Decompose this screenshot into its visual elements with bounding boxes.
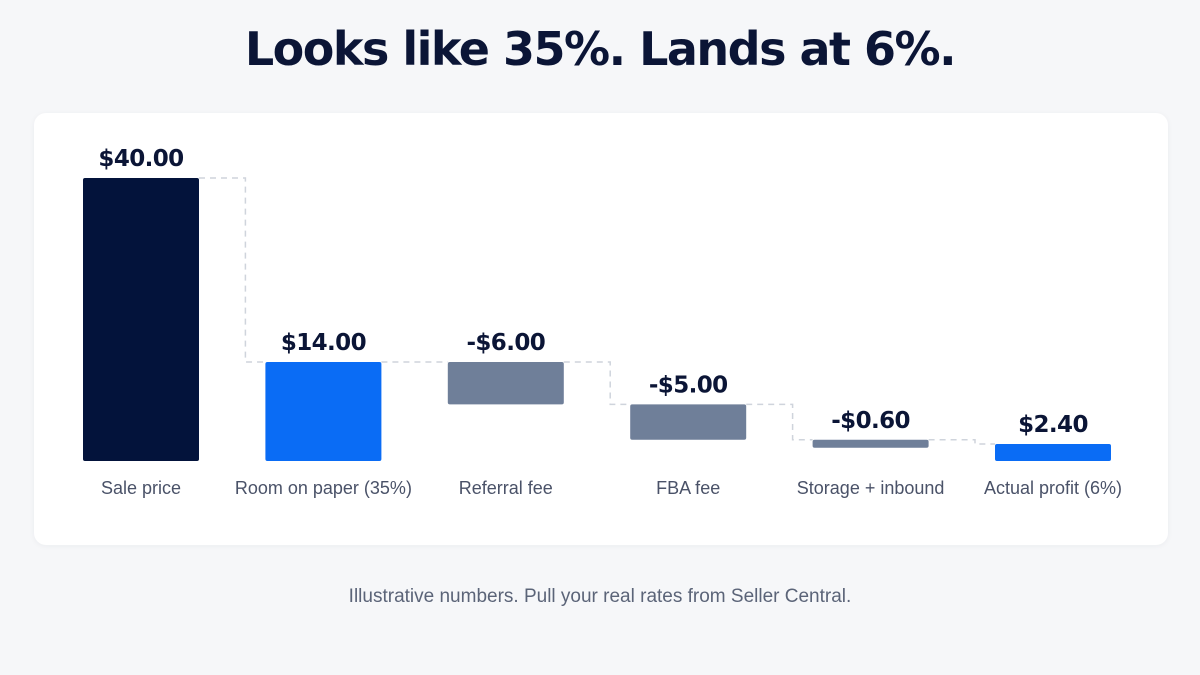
value-label-1: $14.00 bbox=[281, 330, 366, 356]
waterfall-chart: $40.00 $14.00 -$6.00 -$5.00 -$0.60 $2.40 Sale… bbox=[83, 146, 1122, 498]
value-label-5: $2.40 bbox=[1018, 412, 1088, 438]
category-label-1: Room on paper (35%) bbox=[235, 478, 412, 498]
bars-group bbox=[83, 178, 1111, 461]
value-label-3: -$5.00 bbox=[649, 372, 728, 398]
bar-1 bbox=[265, 361, 382, 461]
value-label-2: -$6.00 bbox=[466, 330, 545, 356]
bar-0 bbox=[83, 178, 199, 461]
bar-2 bbox=[447, 361, 564, 405]
connector-3 bbox=[746, 403, 813, 441]
chart-title: Looks like 35%. Lands at 6%. bbox=[244, 22, 957, 76]
category-label-0: Sale price bbox=[101, 478, 181, 498]
connector-0 bbox=[199, 177, 266, 363]
bar-4 bbox=[812, 439, 929, 448]
bar-3 bbox=[630, 404, 747, 440]
value-label-0: $40.00 bbox=[98, 146, 183, 172]
value-labels-group: $40.00 $14.00 -$6.00 -$5.00 -$0.60 $2.40 bbox=[98, 146, 1088, 438]
category-labels-group: Sale price Room on paper (35%) Referral fe… bbox=[101, 478, 1122, 498]
category-label-3: FBA fee bbox=[656, 478, 720, 498]
connector-lines bbox=[199, 177, 995, 445]
bar-5 bbox=[995, 444, 1111, 461]
category-label-2: Referral fee bbox=[459, 478, 553, 498]
connector-4 bbox=[928, 439, 995, 445]
value-label-4: -$0.60 bbox=[831, 408, 910, 434]
category-label-5: Actual profit (6%) bbox=[984, 478, 1122, 498]
chart-card: $40.00 $14.00 -$6.00 -$5.00 -$0.60 $2.40 Sale… bbox=[34, 113, 1168, 545]
category-label-4: Storage + inbound bbox=[797, 478, 945, 498]
connector-2 bbox=[563, 361, 631, 406]
footnote: Illustrative numbers. Pull your real rat… bbox=[348, 586, 852, 607]
